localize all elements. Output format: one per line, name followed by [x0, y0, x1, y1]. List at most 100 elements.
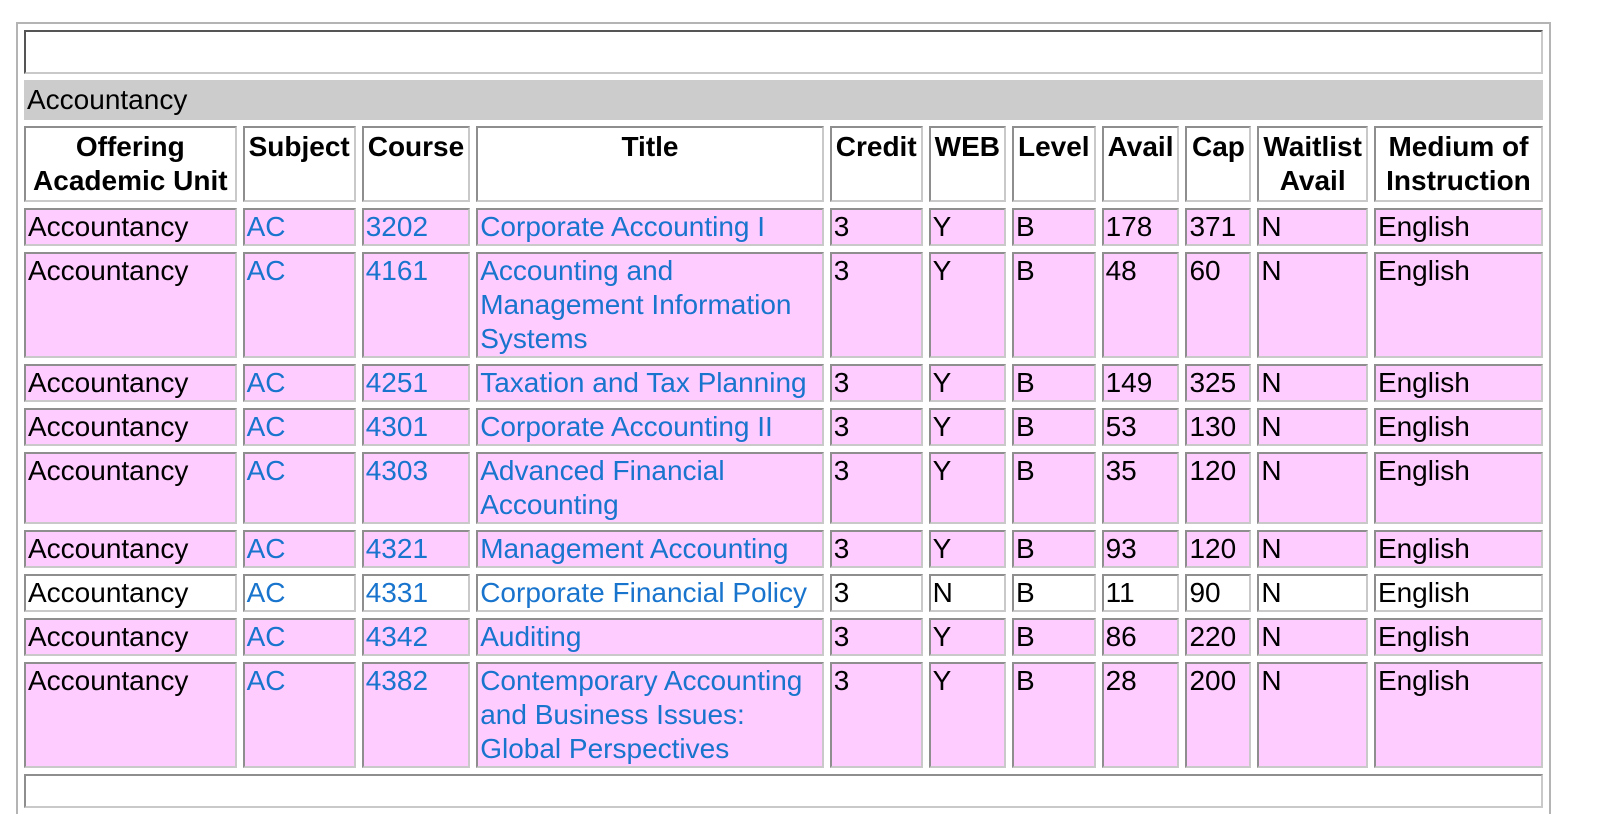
cell-avail: 53 — [1101, 408, 1180, 446]
table-row: Accountancy AC 4331 Corporate Financial Pol… — [24, 574, 1543, 612]
title-link[interactable]: Corporate Financial Policy — [480, 577, 808, 608]
cell-avail: 35 — [1101, 452, 1180, 524]
section-title: Accountancy — [24, 80, 1543, 120]
cell-subject: AC — [242, 364, 356, 402]
course-link[interactable]: 4251 — [365, 367, 429, 398]
cell-web: Y — [928, 452, 1006, 524]
cell-course: 4301 — [361, 408, 471, 446]
title-link[interactable]: Accounting and Management Information Sy… — [480, 255, 792, 354]
cell-web: Y — [928, 208, 1006, 246]
cell-web: Y — [928, 408, 1006, 446]
title-link[interactable]: Taxation and Tax Planning — [480, 367, 807, 398]
cell-title: Contemporary Accounting and Business Iss… — [476, 662, 824, 768]
cell-course: 4331 — [361, 574, 471, 612]
course-link[interactable]: 4382 — [365, 665, 429, 696]
cell-course: 4303 — [361, 452, 471, 524]
course-link[interactable]: 4303 — [365, 455, 429, 486]
title-link[interactable]: Auditing — [480, 621, 582, 652]
cell-cap: 120 — [1185, 530, 1252, 568]
course-link[interactable]: 3202 — [365, 211, 429, 242]
title-link[interactable]: Management Accounting — [480, 533, 789, 564]
cell-unit: Accountancy — [24, 618, 237, 656]
col-header-credit: Credit — [829, 126, 923, 202]
cell-course: 4251 — [361, 364, 471, 402]
column-header-row: Offering Academic Unit Subject Course Ti… — [24, 126, 1543, 202]
course-link[interactable]: 4161 — [365, 255, 429, 286]
table-row: Accountancy AC 4301 Corporate Accounting II… — [24, 408, 1543, 446]
course-link[interactable]: 4301 — [365, 411, 429, 442]
cell-avail: 48 — [1101, 252, 1180, 358]
cell-avail: 93 — [1101, 530, 1180, 568]
cell-credit: 3 — [829, 208, 923, 246]
course-link[interactable]: 4321 — [365, 533, 429, 564]
col-header-course: Course — [361, 126, 471, 202]
col-header-title: Title — [476, 126, 824, 202]
col-header-waitlist: Waitlist Avail — [1257, 126, 1368, 202]
subject-link[interactable]: AC — [246, 533, 286, 564]
cell-level: B — [1011, 662, 1096, 768]
subject-link[interactable]: AC — [246, 665, 286, 696]
cell-title: Corporate Accounting I — [476, 208, 824, 246]
cell-waitlist: N — [1257, 618, 1368, 656]
cell-waitlist: N — [1257, 574, 1368, 612]
cell-unit: Accountancy — [24, 574, 237, 612]
cell-cap: 120 — [1185, 452, 1252, 524]
cell-web: Y — [928, 618, 1006, 656]
subject-link[interactable]: AC — [246, 577, 286, 608]
cell-level: B — [1011, 452, 1096, 524]
cell-level: B — [1011, 574, 1096, 612]
col-header-web: WEB — [928, 126, 1006, 202]
col-header-level: Level — [1011, 126, 1096, 202]
cell-level: B — [1011, 408, 1096, 446]
cell-course: 4382 — [361, 662, 471, 768]
col-header-medium: Medium of Instruction — [1373, 126, 1543, 202]
cell-unit: Accountancy — [24, 208, 237, 246]
cell-title: Management Accounting — [476, 530, 824, 568]
cell-medium: English — [1373, 574, 1543, 612]
cell-course: 4342 — [361, 618, 471, 656]
title-link[interactable]: Corporate Accounting II — [480, 411, 773, 442]
cell-cap: 130 — [1185, 408, 1252, 446]
cell-medium: English — [1373, 252, 1543, 358]
top-blank-row — [24, 30, 1543, 74]
title-link[interactable]: Contemporary Accounting and Business Iss… — [480, 665, 803, 764]
course-link[interactable]: 4342 — [365, 621, 429, 652]
subject-link[interactable]: AC — [246, 211, 286, 242]
cell-waitlist: N — [1257, 252, 1368, 358]
table-row: Accountancy AC 4251 Taxation and Tax Planni… — [24, 364, 1543, 402]
cell-waitlist: N — [1257, 662, 1368, 768]
cell-cap: 90 — [1185, 574, 1252, 612]
course-link[interactable]: 4331 — [365, 577, 429, 608]
title-link[interactable]: Advanced Financial Accounting — [480, 455, 725, 520]
cell-subject: AC — [242, 618, 356, 656]
cell-credit: 3 — [829, 574, 923, 612]
cell-medium: English — [1373, 618, 1543, 656]
cell-title: Accounting and Management Information Sy… — [476, 252, 824, 358]
cell-avail: 11 — [1101, 574, 1180, 612]
cell-waitlist: N — [1257, 208, 1368, 246]
cell-subject: AC — [242, 452, 356, 524]
cell-course: 3202 — [361, 208, 471, 246]
cell-credit: 3 — [829, 252, 923, 358]
title-link[interactable]: Corporate Accounting I — [480, 211, 766, 242]
cell-cap: 200 — [1185, 662, 1252, 768]
subject-link[interactable]: AC — [246, 455, 286, 486]
cell-credit: 3 — [829, 408, 923, 446]
table-row: Accountancy AC 4303 Advanced Financial Acco… — [24, 452, 1543, 524]
subject-link[interactable]: AC — [246, 411, 286, 442]
cell-avail: 28 — [1101, 662, 1180, 768]
subject-link[interactable]: AC — [246, 255, 286, 286]
cell-level: B — [1011, 208, 1096, 246]
cell-avail: 149 — [1101, 364, 1180, 402]
subject-link[interactable]: AC — [246, 367, 286, 398]
cell-credit: 3 — [829, 618, 923, 656]
cell-course: 4321 — [361, 530, 471, 568]
cell-medium: English — [1373, 452, 1543, 524]
cell-avail: 178 — [1101, 208, 1180, 246]
subject-link[interactable]: AC — [246, 621, 286, 652]
cell-waitlist: N — [1257, 364, 1368, 402]
cell-title: Corporate Financial Policy — [476, 574, 824, 612]
cell-waitlist: N — [1257, 452, 1368, 524]
cell-title: Taxation and Tax Planning — [476, 364, 824, 402]
cell-cap: 60 — [1185, 252, 1252, 358]
